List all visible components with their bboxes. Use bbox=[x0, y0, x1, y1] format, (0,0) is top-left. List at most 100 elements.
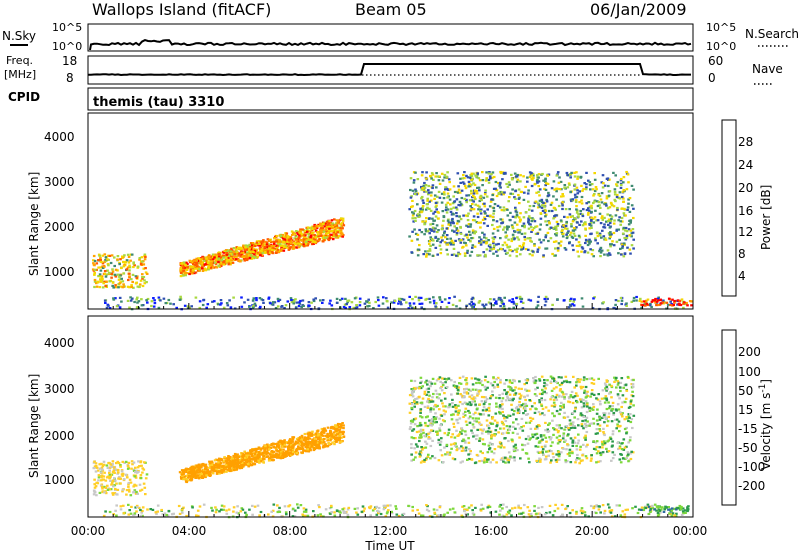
data-cell bbox=[316, 225, 319, 227]
data-cell bbox=[472, 195, 475, 197]
data-cell bbox=[489, 397, 492, 399]
data-cell bbox=[425, 228, 428, 230]
data-cell bbox=[639, 298, 642, 300]
data-cell bbox=[267, 456, 270, 458]
data-cell bbox=[465, 187, 468, 189]
data-cell bbox=[485, 171, 488, 173]
data-cell bbox=[514, 249, 517, 251]
data-cell bbox=[189, 476, 192, 478]
data-cell bbox=[552, 456, 555, 458]
data-cell bbox=[435, 172, 438, 174]
data-cell bbox=[339, 434, 342, 436]
data-cell bbox=[662, 301, 665, 303]
data-cell bbox=[201, 475, 204, 477]
data-cell bbox=[560, 195, 563, 197]
data-cell bbox=[537, 185, 540, 187]
data-cell bbox=[103, 472, 106, 474]
data-cell bbox=[182, 270, 185, 272]
data-cell bbox=[269, 453, 272, 455]
data-cell bbox=[214, 254, 217, 256]
data-cell bbox=[531, 254, 534, 256]
data-cell bbox=[411, 240, 414, 242]
data-cell bbox=[367, 299, 370, 301]
data-cell bbox=[220, 299, 223, 301]
data-cell bbox=[434, 305, 437, 307]
data-cell bbox=[609, 222, 612, 224]
data-cell bbox=[256, 448, 259, 450]
data-cell bbox=[421, 174, 424, 176]
data-cell bbox=[136, 277, 139, 279]
data-cell bbox=[236, 251, 239, 253]
data-cell bbox=[337, 227, 340, 229]
data-cell bbox=[506, 209, 509, 211]
data-cell bbox=[488, 403, 491, 405]
data-cell bbox=[284, 444, 287, 446]
data-cell bbox=[432, 227, 435, 229]
data-cell bbox=[592, 418, 595, 420]
data-cell bbox=[479, 222, 482, 224]
data-cell bbox=[273, 237, 276, 239]
data-cell bbox=[503, 191, 506, 193]
data-cell bbox=[571, 244, 574, 246]
data-cell bbox=[248, 456, 251, 458]
data-cell bbox=[437, 217, 440, 219]
data-cell bbox=[607, 416, 610, 418]
data-cell bbox=[600, 237, 603, 239]
data-cell bbox=[489, 244, 492, 246]
data-cell bbox=[429, 223, 432, 225]
data-cell bbox=[316, 431, 319, 433]
nsearch-tick-top: 10^5 bbox=[706, 21, 736, 34]
data-cell bbox=[141, 261, 144, 263]
data-cell bbox=[564, 184, 567, 186]
data-cell bbox=[572, 301, 575, 303]
data-cell bbox=[444, 381, 447, 383]
data-cell bbox=[601, 201, 604, 203]
data-cell bbox=[458, 220, 461, 222]
data-cell bbox=[446, 234, 449, 236]
data-cell bbox=[566, 174, 569, 176]
data-cell bbox=[123, 254, 126, 256]
data-cell bbox=[551, 210, 554, 212]
data-cell bbox=[433, 198, 436, 200]
data-cell bbox=[331, 230, 334, 232]
data-cell bbox=[301, 233, 304, 235]
data-cell bbox=[507, 200, 510, 202]
data-cell bbox=[555, 199, 558, 201]
data-cell bbox=[411, 231, 414, 233]
data-cell bbox=[292, 438, 295, 440]
data-cell bbox=[479, 254, 482, 256]
data-cell bbox=[286, 232, 289, 234]
data-cell bbox=[464, 255, 467, 257]
data-cell bbox=[226, 260, 229, 262]
data-cell bbox=[534, 412, 537, 414]
data-cell bbox=[103, 273, 106, 275]
data-cell bbox=[632, 217, 635, 219]
data-cell bbox=[624, 214, 627, 216]
data-cell bbox=[211, 461, 214, 463]
data-cell bbox=[276, 235, 279, 237]
data-cell bbox=[410, 206, 413, 208]
data-cell bbox=[462, 376, 465, 378]
data-cell bbox=[409, 426, 412, 428]
data-cell bbox=[613, 205, 616, 207]
data-cell bbox=[539, 188, 542, 190]
data-cell bbox=[530, 299, 533, 301]
data-cell bbox=[419, 208, 422, 210]
data-cell bbox=[332, 436, 335, 438]
data-cell bbox=[298, 246, 301, 248]
freq-label: Freq. bbox=[6, 54, 33, 67]
data-cell bbox=[468, 181, 471, 183]
data-cell bbox=[464, 242, 467, 244]
data-cell bbox=[526, 181, 529, 183]
data-cell bbox=[232, 262, 235, 264]
data-cell bbox=[121, 475, 124, 477]
data-cell bbox=[575, 208, 578, 210]
data-cell bbox=[123, 272, 126, 274]
data-cell bbox=[235, 468, 238, 470]
data-cell bbox=[446, 176, 449, 178]
data-cell bbox=[254, 452, 257, 454]
power-panel: Slant Range [km] 4000 3000 2000 1000 28 … bbox=[27, 113, 773, 310]
data-cell bbox=[593, 221, 596, 223]
nsky-frame bbox=[88, 24, 693, 51]
data-cell bbox=[545, 296, 548, 298]
